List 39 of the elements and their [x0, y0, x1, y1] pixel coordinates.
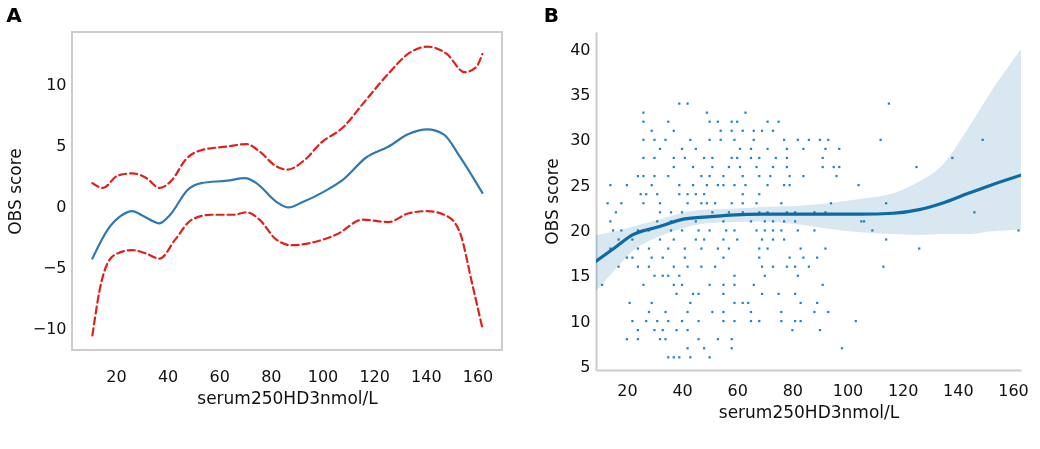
x-tick-label: 160: [462, 366, 494, 386]
y-tick-label: 15: [570, 266, 591, 286]
x-tick-label: 140: [943, 380, 974, 400]
x-tick-label: 20: [617, 380, 638, 400]
x-tick-label: 160: [998, 380, 1029, 400]
x-tick-label: 40: [157, 366, 179, 386]
y-tick-label: 10: [46, 74, 67, 94]
y-tick-label: 20: [570, 220, 591, 240]
y-tick-label: 40: [570, 39, 591, 59]
line-series: [91, 45, 484, 190]
chart-title: A: [6, 3, 23, 27]
x-axis-title: serum250HD3nmol/L: [197, 387, 379, 408]
x-tick-label: 80: [782, 380, 804, 400]
chart-title: B: [543, 3, 559, 27]
y-tick-label: 35: [570, 85, 591, 105]
x-tick-label: 100: [307, 366, 339, 386]
y-axis-title: OBS score: [542, 158, 563, 245]
y-tick-label: 0: [56, 196, 67, 216]
y-tick-label: 5: [580, 356, 591, 376]
x-tick-label: 20: [106, 366, 127, 386]
line-series: [91, 210, 484, 337]
line-series: [91, 128, 484, 260]
x-axis-title: serum250HD3nmol/L: [718, 401, 900, 422]
line-series: [596, 173, 1021, 263]
y-tick-label: −5: [42, 257, 67, 277]
x-tick-label: 100: [832, 380, 864, 400]
x-tick-label: 60: [209, 366, 230, 386]
x-tick-label: 60: [727, 380, 748, 400]
y-tick-label: 30: [570, 130, 591, 150]
x-tick-label: 40: [672, 380, 693, 400]
y-tick-label: −10: [32, 318, 67, 338]
x-tick-label: 120: [359, 366, 390, 386]
y-tick-label: 10: [570, 311, 591, 331]
x-tick-label: 120: [887, 380, 919, 400]
x-tick-label: 140: [411, 366, 442, 386]
y-tick-label: 5: [56, 135, 67, 155]
x-tick-label: 80: [261, 366, 282, 386]
y-tick-label: 25: [570, 175, 591, 195]
y-axis-title: OBS score: [4, 148, 25, 235]
